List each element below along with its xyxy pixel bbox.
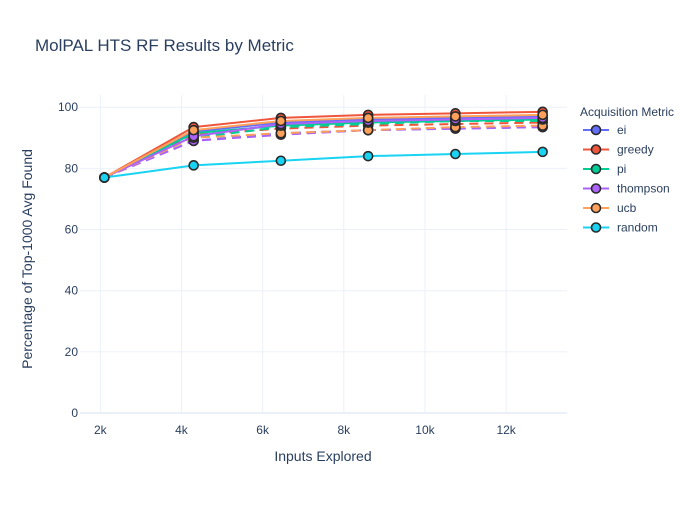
- data-point-ucb: [450, 111, 461, 122]
- y-tick-label: 60: [65, 223, 79, 237]
- series-line-thompson: [103, 116, 543, 179]
- legend-label-random: random: [617, 221, 658, 235]
- series-line-ucb-dashed: [103, 124, 543, 179]
- y-tick-label: 20: [65, 345, 79, 359]
- legend-swatch-marker: [590, 202, 602, 214]
- data-point-ucb: [362, 112, 374, 124]
- series-line-ei: [103, 115, 543, 179]
- y-axis-title: Percentage of Top-1000 Avg Found: [19, 149, 35, 369]
- chart-title: MolPAL HTS RF Results by Metric: [35, 36, 294, 55]
- x-tick-label: 10k: [415, 423, 435, 437]
- legend-title: Acquisition Metric: [580, 105, 674, 119]
- legend-swatch-marker: [590, 163, 602, 175]
- data-point-random: [275, 155, 287, 167]
- legend-swatch-marker: [590, 144, 602, 155]
- legend-swatch-marker: [590, 222, 602, 233]
- data-point-random: [450, 148, 461, 160]
- y-tick-label: 0: [71, 406, 78, 420]
- legend-label-pi: pi: [617, 162, 626, 176]
- y-tick-label: 40: [65, 284, 79, 298]
- data-point-ucb: [188, 124, 199, 136]
- data-point-ucb: [537, 109, 548, 121]
- x-axis-title: Inputs Explored: [274, 448, 371, 464]
- legend-label-ei: ei: [617, 123, 626, 137]
- legend: Acquisition Metric ei greedy pi thompson ucb…: [580, 105, 674, 235]
- legend-swatch-marker: [590, 124, 602, 136]
- x-tick-label: 12k: [496, 423, 516, 437]
- y-tick-label: 80: [65, 161, 79, 175]
- series-line-greedy-dashed: [103, 121, 543, 179]
- legend-label-greedy: greedy: [617, 143, 654, 157]
- x-tick-label: 8k: [337, 423, 351, 437]
- legend-label-ucb: ucb: [617, 201, 637, 215]
- y-tick-label: 100: [58, 100, 78, 114]
- legend-swatch-marker: [590, 183, 602, 194]
- x-tick-label: 4k: [175, 423, 189, 437]
- series-line-greedy: [103, 110, 543, 179]
- data-point-random: [99, 172, 110, 183]
- x-tick-label: 2k: [94, 423, 108, 437]
- x-tick-label: 6k: [256, 423, 270, 437]
- series-line-ucb: [103, 113, 543, 179]
- axes: 2k 4k 6k 8k 10k 12k 0 20 40 60 80 100: [58, 100, 517, 437]
- grid: [80, 95, 567, 414]
- data-point-random: [362, 150, 374, 162]
- data-point-random: [188, 160, 199, 171]
- data-point-ucb: [275, 115, 287, 127]
- series-layer: [99, 106, 548, 183]
- series-line-random: [104, 150, 543, 179]
- series-line-pi: [103, 118, 543, 179]
- legend-label-thompson: thompson: [617, 182, 670, 196]
- data-point-random: [537, 146, 548, 158]
